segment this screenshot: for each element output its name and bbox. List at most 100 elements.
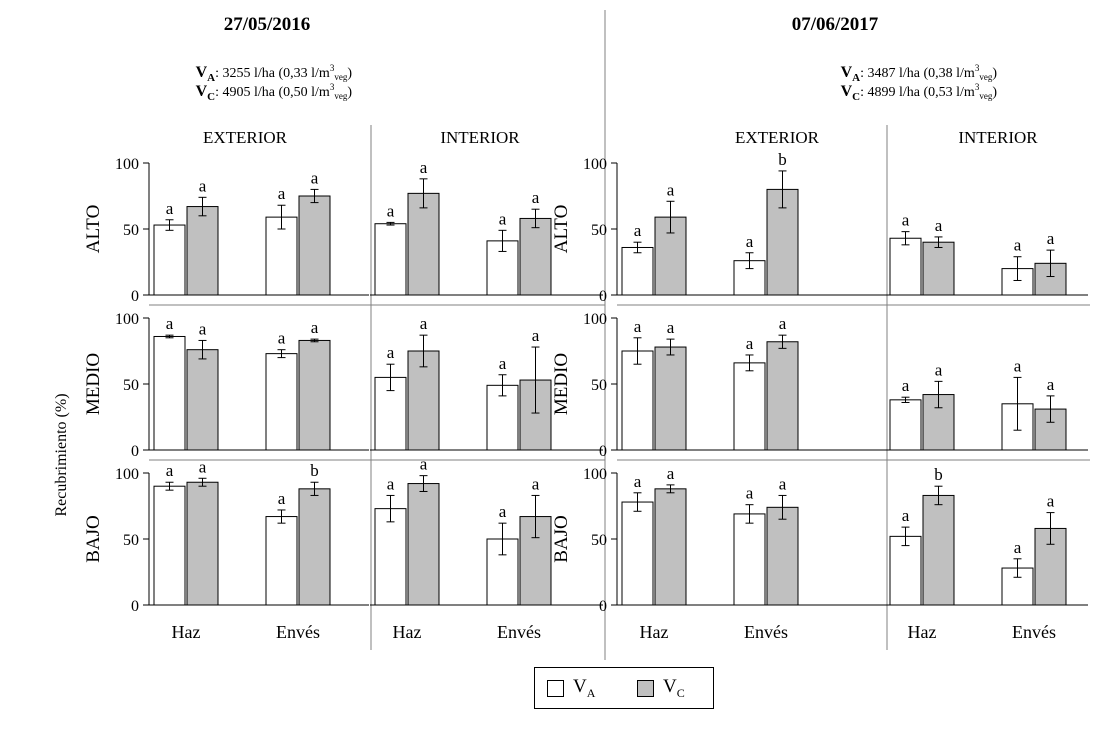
bar-va-haz — [889, 535, 922, 606]
significance-letter: b — [778, 150, 787, 169]
significance-letter: b — [310, 461, 319, 480]
bar-va-haz — [621, 350, 654, 451]
y-tick-label: 50 — [123, 222, 139, 239]
significance-letter: a — [420, 314, 428, 333]
dose-text: : 4905 l/ha (0,50 l/m — [215, 85, 330, 100]
significance-letter: a — [902, 376, 910, 395]
dose-unit-sub: veg — [979, 91, 992, 101]
significance-letter: a — [634, 472, 642, 491]
dose-unit-sub: veg — [334, 91, 347, 101]
bar-vc-haz — [407, 350, 440, 451]
bar-vc-haz — [654, 488, 687, 606]
bar-vc-haz — [922, 494, 955, 606]
dose-text: : 3255 l/ha (0,33 l/m — [215, 66, 330, 81]
significance-letter: a — [779, 474, 787, 493]
significance-letter: a — [634, 317, 642, 336]
dose-name-sub: A — [852, 72, 860, 84]
legend-label-va: VA — [573, 675, 596, 700]
significance-letter: a — [499, 209, 507, 228]
category-label-haz: Haz — [172, 622, 201, 642]
category-label-enves: Envés — [1012, 622, 1056, 642]
bar-va-enves — [733, 513, 766, 606]
y-tick-label: 0 — [599, 598, 607, 615]
bar-vc-haz — [407, 192, 440, 296]
bar-vc-enves — [298, 195, 331, 296]
dose-line-1-c: VC: 4905 l/ha (0,50 l/m3veg) — [196, 82, 353, 103]
y-tick-label: 100 — [115, 156, 139, 173]
dose-name-sub: C — [852, 91, 860, 103]
bar-va-haz — [889, 399, 922, 451]
significance-letter: a — [166, 199, 174, 218]
significance-letter: a — [311, 318, 319, 337]
y-tick-label: 100 — [115, 466, 139, 483]
dose-close: ) — [347, 85, 352, 100]
dose-line-2-a: VA: 3487 l/ha (0,38 l/m3veg) — [841, 63, 998, 84]
bar-va-haz — [374, 223, 407, 296]
category-label-haz: Haz — [393, 622, 422, 642]
y-tick-label: 50 — [591, 532, 607, 549]
bar-vc-enves — [766, 506, 799, 606]
bar-vc-enves — [298, 339, 331, 451]
y-tick-label: 0 — [599, 288, 607, 305]
region-label-interior-2: INTERIOR — [958, 128, 1038, 147]
dose-name-sub: A — [207, 72, 215, 84]
level-label-bajo: BAJO — [551, 515, 572, 563]
dose-unit-sup: 3 — [975, 63, 980, 73]
significance-letter: a — [1014, 538, 1022, 557]
significance-letter: a — [1014, 236, 1022, 255]
significance-letter: a — [1047, 229, 1055, 248]
dose-name-sub: C — [207, 91, 215, 103]
y-tick-label: 50 — [591, 222, 607, 239]
significance-letter: a — [387, 474, 395, 493]
y-tick-label: 0 — [131, 443, 139, 460]
level-label-alto: ALTO — [551, 205, 572, 254]
significance-letter: a — [199, 457, 207, 476]
significance-letter: a — [746, 484, 754, 503]
dose-name: V — [841, 64, 853, 81]
bar-vc-enves — [766, 341, 799, 451]
legend-label-vc: VC — [663, 675, 685, 700]
significance-letter: a — [499, 354, 507, 373]
bar-vc-haz — [407, 483, 440, 606]
bar-vc-enves — [519, 217, 552, 296]
legend-swatch-vc — [637, 679, 654, 697]
significance-letter: a — [278, 184, 286, 203]
region-label-exterior-2: EXTERIOR — [735, 128, 820, 147]
dose-text: : 3487 l/ha (0,38 l/m — [860, 66, 975, 81]
y-tick-label: 100 — [583, 311, 607, 328]
y-tick-label: 50 — [591, 377, 607, 394]
bar-va-haz — [153, 335, 186, 451]
bar-va-haz — [621, 246, 654, 296]
bar-va-haz — [889, 237, 922, 296]
significance-letter: a — [532, 474, 540, 493]
significance-letter: a — [420, 158, 428, 177]
bar-va-haz — [153, 485, 186, 606]
category-label-haz: Haz — [640, 622, 669, 642]
category-label-enves: Envés — [497, 622, 541, 642]
significance-letter: a — [667, 464, 675, 483]
significance-letter: a — [166, 461, 174, 480]
significance-letter: a — [935, 360, 943, 379]
dose-unit-sub: veg — [979, 72, 992, 82]
significance-letter: a — [387, 343, 395, 362]
significance-letter: a — [634, 221, 642, 240]
significance-letter: a — [746, 334, 754, 353]
y-tick-label: 50 — [123, 532, 139, 549]
bar-va-haz — [153, 224, 186, 296]
region-label-exterior-1: EXTERIOR — [203, 128, 288, 147]
significance-letter: a — [1014, 356, 1022, 375]
legend-swatch-va — [547, 679, 564, 697]
y-tick-label: 0 — [599, 443, 607, 460]
significance-letter: a — [278, 489, 286, 508]
y-axis-label: Recubrimiento (%) — [53, 393, 70, 516]
level-label-alto: ALTO — [83, 205, 104, 254]
bar-vc-haz — [186, 349, 219, 451]
bar-va-enves — [265, 516, 298, 606]
y-tick-label: 50 — [123, 377, 139, 394]
bar-vc-haz — [186, 481, 219, 606]
dose-name: V — [841, 83, 853, 100]
significance-letter: a — [779, 314, 787, 333]
level-label-medio: MEDIO — [83, 353, 104, 415]
